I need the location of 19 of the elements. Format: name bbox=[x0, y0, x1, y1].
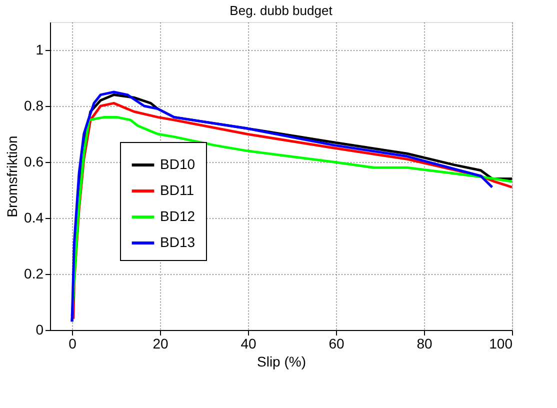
x-axis-title: Slip (%) bbox=[256, 354, 306, 370]
y-tick-label: 0 bbox=[36, 322, 44, 338]
y-tick-label: 0.6 bbox=[24, 154, 44, 170]
x-tick-label: 80 bbox=[416, 336, 432, 352]
x-tick-label: 0 bbox=[68, 336, 77, 352]
legend-label: BD12 bbox=[160, 208, 196, 224]
y-axis-title: Bromsfriktion bbox=[4, 136, 20, 218]
y-tick-label: 1 bbox=[36, 42, 44, 58]
chart-title: Beg. dubb budget bbox=[230, 3, 333, 18]
legend-label: BD13 bbox=[160, 234, 196, 250]
y-tick-label: 0.2 bbox=[24, 266, 44, 282]
legend-label: BD11 bbox=[160, 182, 194, 198]
x-tick-label: 100 bbox=[489, 336, 513, 352]
x-tick-label: 40 bbox=[240, 336, 256, 352]
x-tick-label: 60 bbox=[328, 336, 344, 352]
y-tick-label: 0.4 bbox=[24, 210, 44, 226]
x-tick-label: 20 bbox=[152, 336, 168, 352]
y-tick-label: 0.8 bbox=[24, 98, 44, 114]
legend-label: BD10 bbox=[160, 156, 196, 172]
